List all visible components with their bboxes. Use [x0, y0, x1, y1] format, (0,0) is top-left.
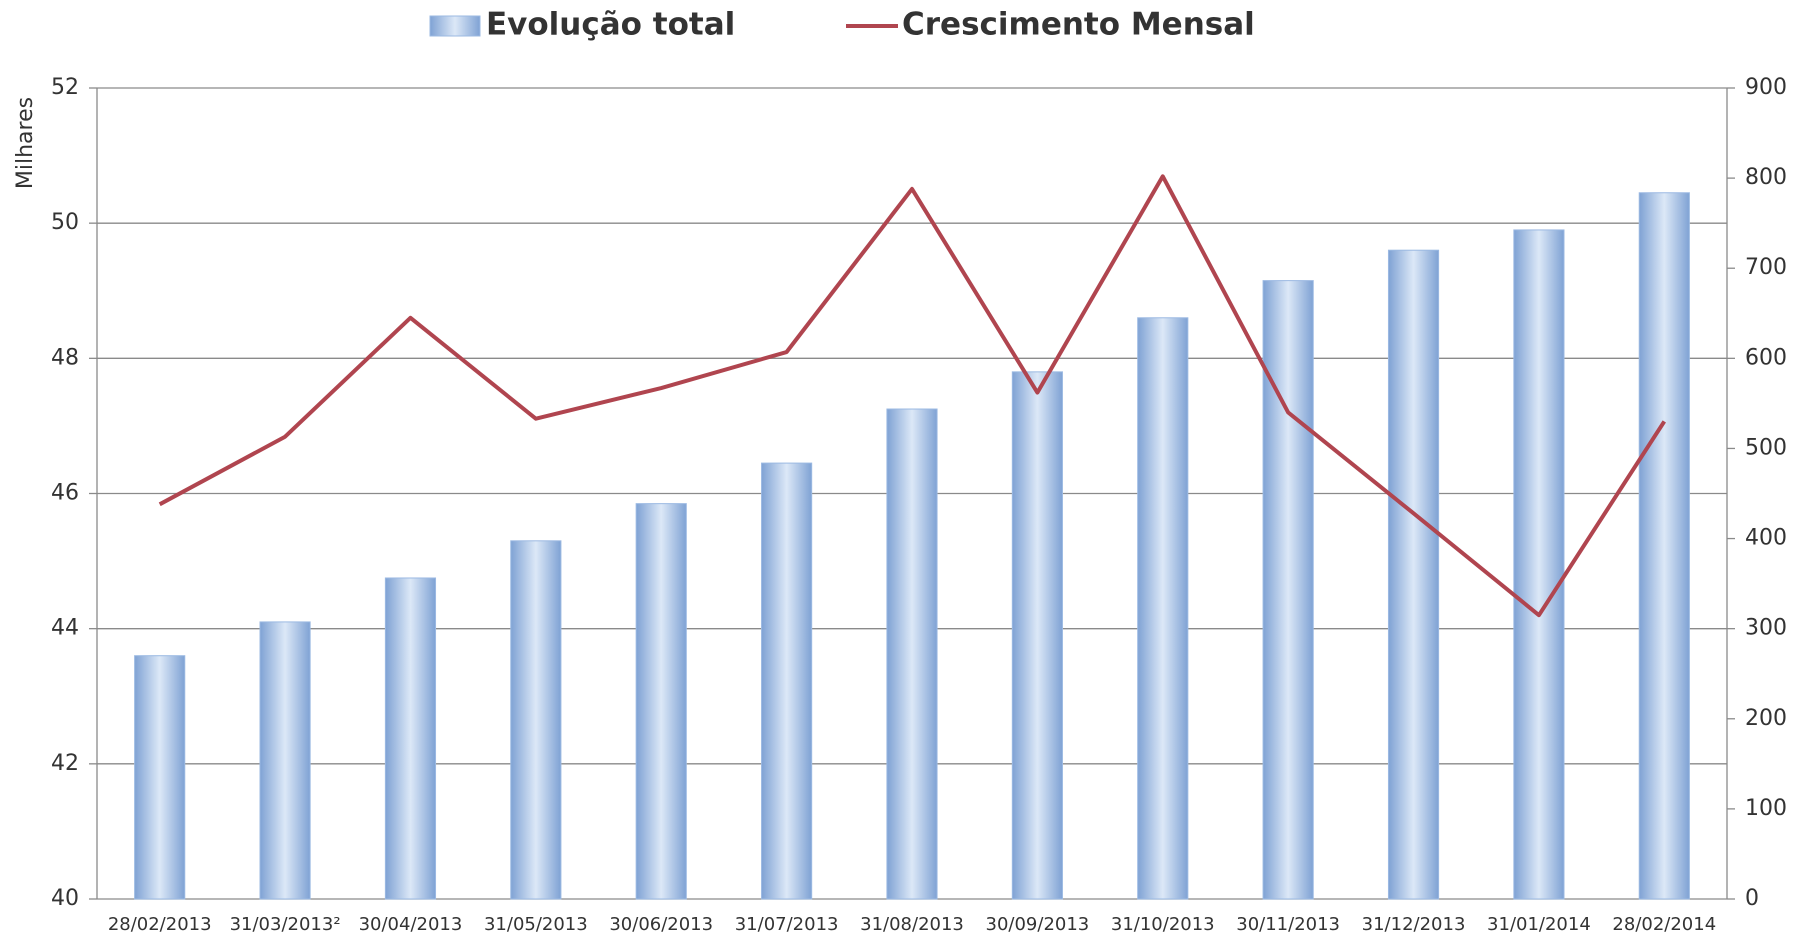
- x-tick-label: 31/12/2013: [1362, 914, 1466, 935]
- y-tick-label: 40: [51, 886, 79, 911]
- y2-tick-label: 0: [1745, 886, 1759, 911]
- bar: [761, 462, 813, 900]
- y2-tick-label: 200: [1745, 706, 1787, 731]
- y2-tick-label: 600: [1745, 345, 1787, 370]
- y2-tick-label: 100: [1745, 796, 1787, 821]
- bar: [886, 408, 938, 900]
- bar: [134, 655, 186, 900]
- line: [158, 174, 1666, 618]
- y2-tick-label: 800: [1745, 165, 1787, 190]
- y2-tick-label: 400: [1745, 526, 1787, 551]
- bar: [1262, 280, 1314, 900]
- y-tick-label: 50: [51, 210, 79, 235]
- x-tick-label: 28/02/2014: [1612, 914, 1716, 935]
- y-tick-label: 52: [51, 75, 79, 100]
- y2-tick-label: 700: [1745, 255, 1787, 280]
- y-tick-label: 48: [51, 345, 79, 370]
- x-tick-label: 30/04/2013: [359, 914, 463, 935]
- x-tick-label: 31/01/2014: [1487, 914, 1591, 935]
- x-tick-label: 30/09/2013: [986, 914, 1090, 935]
- y2-tick-label: 300: [1745, 616, 1787, 641]
- x-tick-label: 28/02/2013: [108, 914, 212, 935]
- legend-swatch: [429, 15, 481, 37]
- legend-label: Crescimento Mensal: [902, 7, 1255, 43]
- y-tick-label: 46: [51, 481, 79, 506]
- x-tick-label: 31/03/2013²: [230, 914, 341, 935]
- x-tick-label: 31/10/2013: [1111, 914, 1215, 935]
- y2-tick-label: 500: [1745, 435, 1787, 460]
- bar: [1513, 229, 1565, 900]
- bar: [384, 577, 437, 900]
- x-tick-label: 31/07/2013: [735, 914, 839, 935]
- y-axis-label: Milhares: [13, 97, 38, 189]
- x-tick-label: 30/06/2013: [609, 914, 713, 935]
- x-tick-label: 31/08/2013: [860, 914, 964, 935]
- bar: [259, 621, 311, 900]
- y-tick-label: 42: [51, 751, 79, 776]
- bar: [1011, 371, 1063, 900]
- y-tick-label: 44: [51, 616, 79, 641]
- legend-label: Evolução total: [486, 7, 735, 43]
- y2-tick-label: 900: [1745, 75, 1787, 100]
- bar: [635, 503, 687, 900]
- bar: [510, 540, 562, 900]
- x-tick-label: 31/05/2013: [484, 914, 588, 935]
- bar: [1137, 317, 1189, 900]
- bar: [1387, 249, 1440, 900]
- x-tick-label: 30/11/2013: [1236, 914, 1340, 935]
- bar: [1638, 192, 1690, 900]
